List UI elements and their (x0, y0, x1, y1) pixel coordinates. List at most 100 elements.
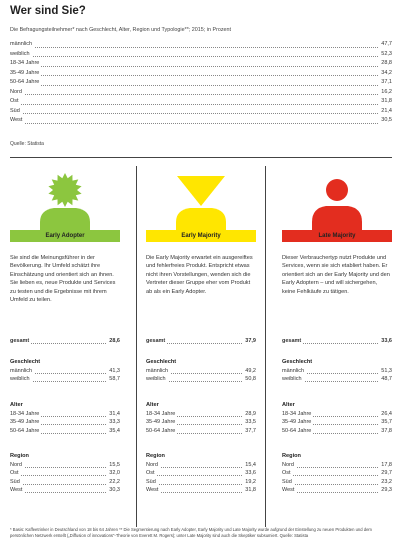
row-value: 33,6 (243, 469, 256, 478)
row-value: 28,9 (243, 410, 256, 419)
row-value: 50,8 (243, 375, 256, 384)
dotted-leader (10, 381, 120, 383)
row-value: 17,8 (379, 461, 392, 470)
table-row: gesamt 37,9 (146, 337, 256, 346)
row-label: Süd (10, 477, 22, 487)
person-icon (312, 179, 362, 234)
dotted-leader (10, 113, 392, 115)
table-row: 50-64 Jahre 37,1 (10, 78, 392, 88)
dotted-leader (282, 475, 392, 477)
table-row: Nord 15,5 (10, 461, 120, 470)
group-heading: Region (282, 453, 301, 459)
row-label: 18-34 Jahre (10, 410, 42, 419)
row-label: gesamt (10, 337, 32, 346)
segment-group: Geschlecht männlich 49,2 weiblich 50,8 (146, 358, 256, 384)
table-row: 35-49 Jahre 35,7 (282, 418, 392, 427)
row-label: Süd (10, 106, 22, 117)
dotted-leader (10, 84, 392, 86)
row-label: 50-64 Jahre (282, 426, 314, 436)
segment-total: gesamt 37,9 (146, 337, 256, 346)
table-row: West 29,3 (282, 486, 392, 495)
dotted-leader (10, 94, 392, 96)
dotted-leader (282, 381, 392, 383)
row-label: weiblich (282, 375, 304, 384)
row-value: 37,1 (379, 78, 392, 88)
row-value: 16,2 (379, 87, 392, 98)
table-row: männlich 51,3 (282, 367, 392, 376)
table-row: 50-64 Jahre 37,8 (282, 426, 392, 436)
segment-total: gesamt 28,6 (10, 337, 120, 346)
segment-description: Dieser Verbrauchertyp nutzt Produkte und… (282, 255, 390, 295)
group-heading: Alter (146, 402, 159, 408)
row-label: weiblich (10, 375, 32, 384)
table-row: Ost 32,0 (10, 469, 120, 478)
row-value: 31,8 (243, 486, 256, 495)
row-label: gesamt (146, 337, 168, 346)
dotted-leader (146, 466, 256, 468)
row-value: 34,2 (379, 68, 392, 79)
row-label: 35-49 Jahre (10, 68, 42, 79)
row-value: 33,5 (243, 418, 256, 427)
table-row: gesamt 33,6 (282, 337, 392, 346)
dotted-leader (10, 75, 392, 77)
row-label: West (10, 116, 25, 126)
table-row: 18-34 Jahre 31,4 (10, 410, 120, 419)
row-label: West (146, 486, 161, 495)
row-value: 37,8 (379, 426, 392, 436)
table-row: 35-49 Jahre 33,3 (10, 418, 120, 427)
segment-group: Region Nord 15,5 Ost 32,0 Süd 22,2 West 30,3 (10, 452, 120, 495)
row-label: 18-34 Jahre (282, 410, 314, 419)
dotted-leader (282, 372, 392, 374)
row-label: weiblich (10, 49, 32, 60)
segment-name: Late Majority (282, 230, 392, 242)
table-row: 18-34 Jahre 26,4 (282, 410, 392, 419)
row-value: 28,6 (107, 337, 120, 346)
row-value: 58,7 (107, 375, 120, 384)
dotted-leader (146, 491, 256, 493)
table-row: weiblich 50,8 (146, 375, 256, 384)
row-value: 29,3 (379, 486, 392, 495)
dotted-leader (10, 415, 120, 417)
row-label: 50-64 Jahre (10, 78, 42, 88)
dotted-leader (10, 65, 392, 67)
row-value: 30,3 (107, 486, 120, 495)
page-title: Wer sind Sie? (10, 5, 86, 17)
row-label: Nord (10, 461, 24, 470)
row-label: Süd (146, 477, 158, 487)
row-value: 31,8 (379, 97, 392, 107)
segment-description: Die Early Majority erwartet ein ausgerei… (146, 255, 253, 295)
dotted-leader (10, 424, 120, 426)
segment-description: Sie sind die Meinungsführer in der Bevöl… (10, 255, 116, 304)
row-label: 18-34 Jahre (146, 410, 178, 419)
row-value: 33,3 (107, 418, 120, 427)
group-heading: Alter (10, 402, 23, 408)
row-label: West (10, 486, 25, 495)
row-label: 18-34 Jahre (10, 59, 42, 69)
dotted-leader (282, 491, 392, 493)
table-row: 18-34 Jahre 28,9 (146, 410, 256, 419)
row-label: männlich (282, 367, 307, 376)
dotted-leader (282, 466, 392, 468)
dotted-leader (10, 491, 120, 493)
row-label: 35-49 Jahre (282, 418, 314, 427)
dotted-leader (146, 372, 256, 374)
row-label: Nord (10, 87, 24, 98)
table-row: weiblich 58,7 (10, 375, 120, 384)
row-value: 35,4 (107, 426, 120, 436)
row-value: 31,4 (107, 410, 120, 419)
segment-group: Alter 18-34 Jahre 31,4 35-49 Jahre 33,3 50-64… (10, 401, 120, 436)
table-row: weiblich 52,3 (10, 49, 392, 60)
table-row: 18-34 Jahre 28,8 (10, 59, 392, 69)
segment-group: Geschlecht männlich 51,3 weiblich 48,7 (282, 358, 392, 384)
table-row: 50-64 Jahre 35,4 (10, 426, 120, 436)
dotted-leader (10, 122, 392, 124)
row-label: Ost (282, 469, 293, 478)
row-label: West (282, 486, 297, 495)
dotted-leader (10, 475, 120, 477)
dotted-leader (282, 424, 392, 426)
row-value: 15,5 (107, 461, 120, 470)
row-value: 33,6 (379, 337, 392, 346)
row-value: 21,4 (379, 106, 392, 117)
table-row: männlich 49,2 (146, 367, 256, 376)
dotted-leader (10, 483, 120, 485)
